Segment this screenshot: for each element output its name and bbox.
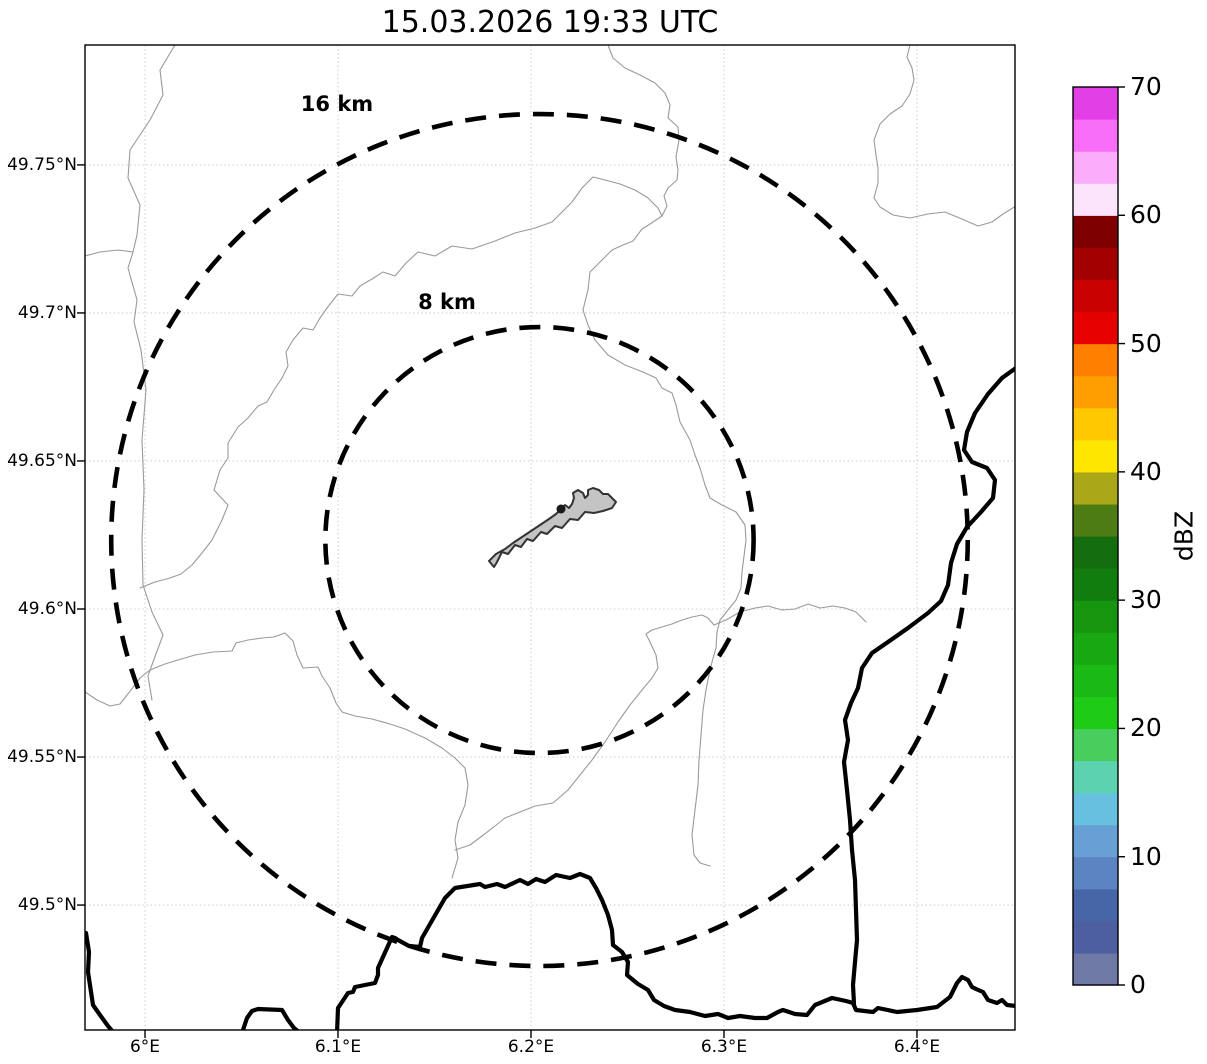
radar-site-dot xyxy=(556,504,566,514)
admin-boundary-path xyxy=(139,176,663,589)
colorbar-segment xyxy=(1073,856,1118,890)
admin-boundary-path xyxy=(454,614,715,851)
colorbar-axis-label: dBZ xyxy=(1169,510,1199,562)
country-border-path xyxy=(841,366,1015,1007)
colorbar-tick-label: 50 xyxy=(1130,328,1162,358)
x-tick-label: 6.3°E xyxy=(700,1037,748,1057)
y-tick-label: 49.75°N xyxy=(7,154,77,175)
colorbar-segment xyxy=(1073,215,1118,248)
colorbar-segment xyxy=(1073,728,1118,762)
country-border-path xyxy=(335,871,1015,1030)
country-border-path xyxy=(240,1006,300,1030)
colorbar-segment xyxy=(1073,439,1118,473)
country-border-path xyxy=(85,930,115,1030)
colorbar-segment xyxy=(1073,87,1118,120)
colorbar-segment xyxy=(1073,792,1118,826)
y-tick-label: 49.65°N xyxy=(7,450,77,471)
colorbar-segment xyxy=(1073,536,1118,569)
colorbar-segment xyxy=(1073,279,1118,313)
admin-boundary-path xyxy=(582,45,747,867)
colorbar-tick-label: 70 xyxy=(1130,72,1162,101)
admin-boundary-path xyxy=(873,45,1015,227)
range-ring-8km xyxy=(323,324,756,756)
range-ring-label-16km: 16 km xyxy=(300,92,374,116)
range-ring-16km xyxy=(108,111,971,969)
map-title: 15.03.2026 19:33 UTC xyxy=(381,5,719,40)
colorbar-segment xyxy=(1073,183,1118,216)
colorbar-tick-label: 10 xyxy=(1130,841,1162,871)
range-ring-label-8km: 8 km xyxy=(418,290,476,314)
airport-polygon xyxy=(488,487,617,568)
colorbar-segment xyxy=(1073,952,1118,986)
admin-boundary-path xyxy=(127,45,176,701)
colorbar-segment xyxy=(1073,568,1118,601)
x-tick-label: 6.1°E xyxy=(314,1037,362,1057)
x-tick-label: 6.2°E xyxy=(507,1037,555,1057)
colorbar-segment xyxy=(1073,696,1118,730)
y-tick-label: 49.6°N xyxy=(17,598,77,619)
colorbar-segment xyxy=(1073,600,1118,633)
colorbar-segment xyxy=(1073,247,1118,281)
map-background xyxy=(85,45,1015,1030)
colorbar-segment xyxy=(1073,375,1118,409)
colorbar-segment xyxy=(1073,119,1118,152)
admin-boundary-path xyxy=(85,669,151,707)
x-tick-label: 6°E xyxy=(129,1037,161,1057)
colorbar-segment xyxy=(1073,343,1118,377)
axis-ticks xyxy=(77,164,918,1038)
admin-boundary-path xyxy=(85,249,134,257)
colorbar-segment xyxy=(1073,824,1118,858)
colorbar-segment xyxy=(1073,503,1118,537)
colorbar-tick-label: 40 xyxy=(1130,456,1162,486)
colorbar-segment xyxy=(1073,632,1118,665)
colorbar-tick-label: 20 xyxy=(1130,713,1162,743)
colorbar-segment xyxy=(1073,311,1118,345)
colorbar xyxy=(1072,86,1125,986)
y-tick-label: 49.55°N xyxy=(7,747,77,768)
colorbar-segment xyxy=(1073,151,1118,184)
colorbar-outline xyxy=(1072,86,1119,986)
x-tick-label: 6.4°E xyxy=(893,1037,941,1057)
map-frame xyxy=(84,44,1016,1031)
range-rings xyxy=(108,111,971,969)
admin-boundary-path xyxy=(149,632,469,879)
colorbar-tick-label: 0 xyxy=(1130,970,1146,999)
y-tick-label: 49.7°N xyxy=(17,302,77,323)
colorbar-tick-label: 60 xyxy=(1130,200,1162,230)
colorbar-segment xyxy=(1073,888,1118,922)
colorbar-segment xyxy=(1073,407,1118,441)
colorbar-segment xyxy=(1073,471,1118,505)
colorbar-segment xyxy=(1073,920,1118,954)
colorbar-tick-label: 30 xyxy=(1130,585,1162,615)
colorbar-segment xyxy=(1073,664,1118,697)
colorbar-segment xyxy=(1073,760,1118,794)
y-tick-label: 49.5°N xyxy=(17,895,77,916)
